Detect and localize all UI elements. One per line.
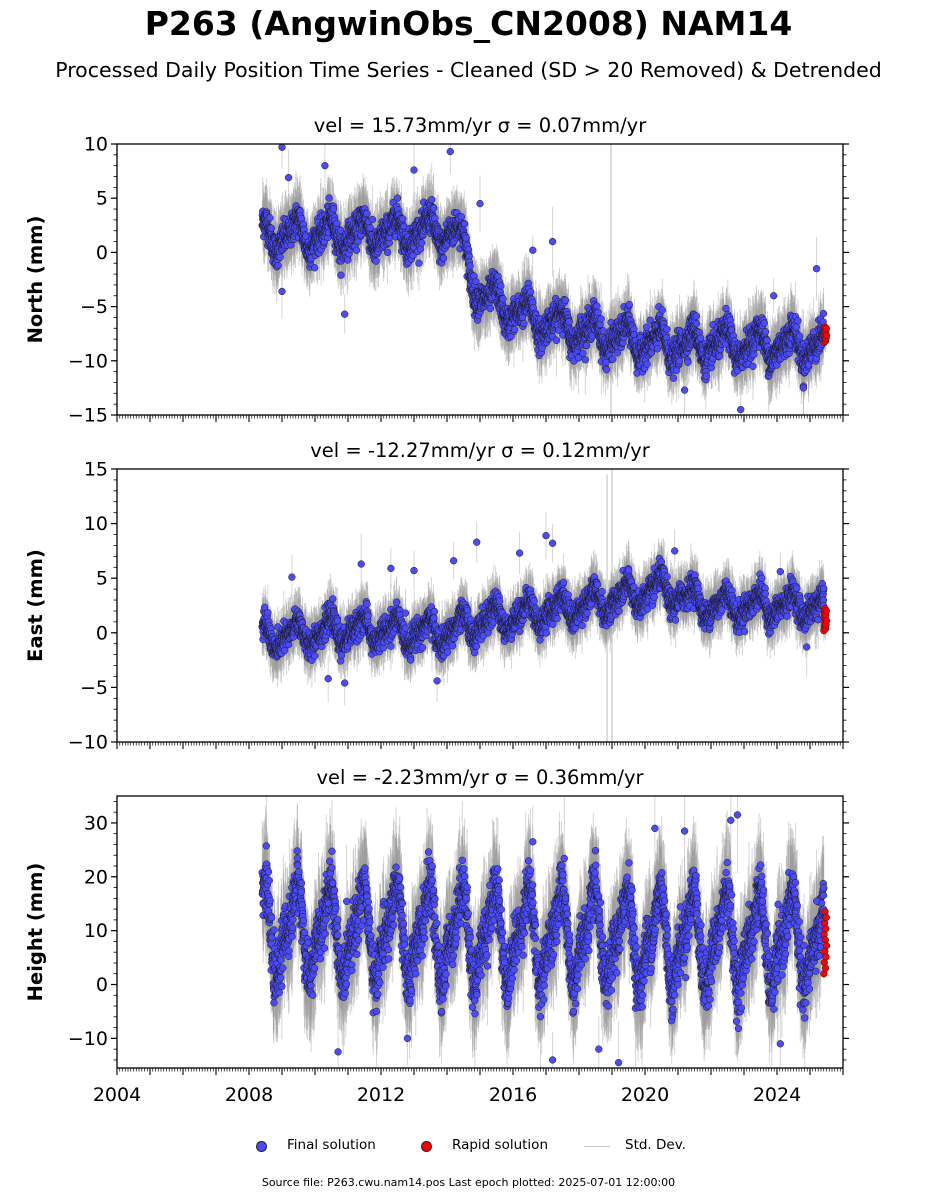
final-solution-point (337, 226, 345, 235)
final-solution-point (383, 248, 392, 257)
final-solution-point (439, 254, 448, 262)
final-solution-point (333, 219, 341, 228)
final-solution-point (393, 194, 402, 202)
final-solution-points (258, 144, 828, 414)
final-solution-point (372, 257, 380, 265)
final-solution-point (337, 271, 345, 279)
final-solution-point (416, 245, 425, 253)
final-solution-point (368, 215, 377, 224)
final-solution-point (274, 261, 282, 270)
final-solution-point (363, 209, 371, 218)
plot-area (258, 144, 831, 415)
final-solution-point (344, 256, 352, 264)
final-solution-point (352, 246, 361, 254)
final-solution-point (418, 239, 426, 247)
final-solution-point (276, 253, 284, 261)
final-solution-point (267, 224, 276, 232)
std-dev-bars (261, 144, 827, 415)
final-solution-point (409, 251, 417, 260)
final-solution-point (415, 259, 423, 267)
final-solution-point (366, 224, 374, 232)
final-solution-point (266, 214, 274, 222)
chart-title: P263 (AngwinObs_CN2008) NAM14 (0, 4, 937, 43)
final-solution-point (430, 204, 438, 212)
final-solution-point (399, 215, 407, 223)
chart-subtitle: Processed Daily Position Time Series - C… (0, 58, 937, 82)
final-solution-point (325, 194, 333, 202)
final-solution-point (428, 195, 436, 204)
final-solution-point (329, 205, 338, 213)
final-solution-point (311, 264, 319, 272)
